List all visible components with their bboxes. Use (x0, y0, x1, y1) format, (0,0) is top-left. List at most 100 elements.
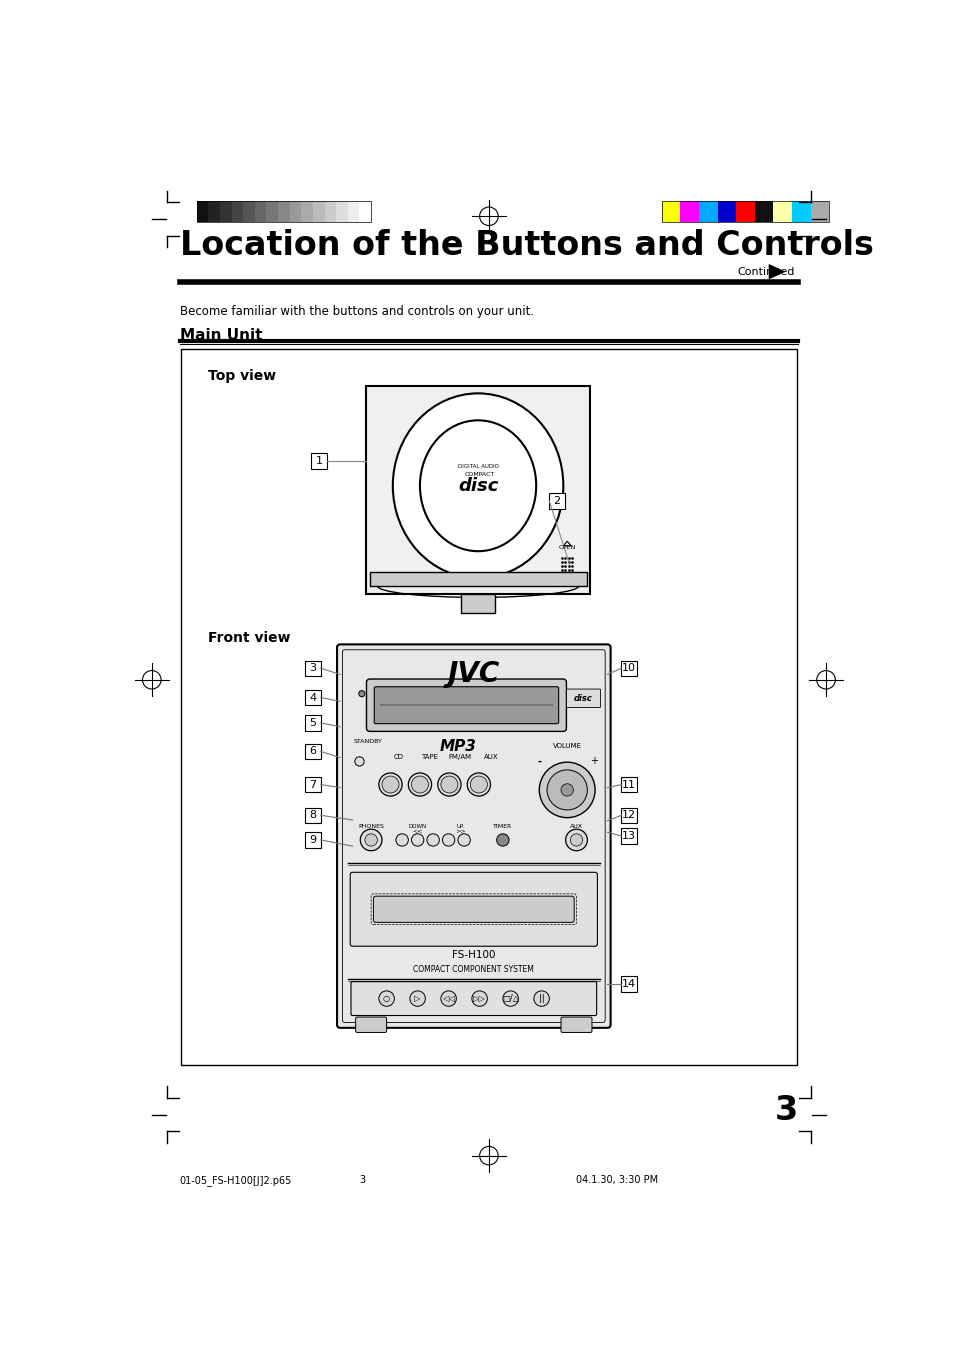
Circle shape (565, 829, 587, 851)
Text: Front view: Front view (208, 630, 291, 644)
Text: STANDBY: STANDBY (354, 739, 382, 744)
Circle shape (497, 833, 509, 846)
Bar (620, 977, 637, 992)
Bar (359, 200, 371, 222)
Text: 4: 4 (309, 693, 316, 702)
Text: ▷▷: ▷▷ (473, 994, 486, 1003)
Bar (266, 200, 278, 222)
Text: Top view: Top view (208, 369, 276, 383)
Circle shape (395, 833, 408, 846)
Circle shape (378, 990, 394, 1007)
Text: Become familiar with the buttons and controls on your unit.: Become familiar with the buttons and con… (179, 304, 534, 318)
Text: Continued: Continued (737, 267, 794, 277)
Circle shape (534, 990, 549, 1007)
Text: ○: ○ (382, 994, 390, 1003)
Text: 14: 14 (621, 980, 636, 989)
Text: 12: 12 (621, 810, 636, 820)
Bar (791, 200, 810, 222)
Text: TIMER: TIMER (493, 824, 512, 828)
Polygon shape (768, 264, 785, 280)
Bar (717, 200, 736, 222)
Text: MP3: MP3 (439, 739, 476, 754)
Text: 04.1.30, 3:30 PM: 04.1.30, 3:30 PM (576, 1174, 658, 1185)
Bar (196, 200, 208, 222)
Text: 7: 7 (309, 779, 316, 790)
Bar (661, 200, 679, 222)
Text: AUX: AUX (483, 754, 498, 760)
Bar (679, 200, 699, 222)
Bar (305, 808, 320, 823)
Bar (305, 777, 320, 793)
Bar (232, 200, 243, 222)
Bar (301, 200, 313, 222)
Text: 6: 6 (309, 747, 316, 756)
Circle shape (546, 770, 587, 810)
Text: 11: 11 (621, 779, 636, 790)
Text: COMPACT: COMPACT (464, 471, 495, 476)
Bar (196, 200, 371, 222)
Text: 3: 3 (359, 1174, 365, 1185)
Bar (220, 200, 232, 222)
Text: DIGITAL AUDIO: DIGITAL AUDIO (457, 464, 498, 469)
Bar (305, 660, 320, 676)
Text: 9: 9 (309, 835, 316, 846)
Circle shape (411, 833, 423, 846)
Circle shape (427, 833, 439, 846)
Bar (290, 200, 301, 222)
Circle shape (355, 756, 364, 766)
Text: COMPACT COMPONENT SYSTEM: COMPACT COMPONENT SYSTEM (413, 965, 534, 974)
Text: ||: || (538, 994, 544, 1003)
Bar (305, 744, 320, 759)
Circle shape (408, 773, 431, 796)
Bar (335, 200, 348, 222)
Bar (254, 200, 266, 222)
Text: disc: disc (457, 476, 497, 494)
Text: CD: CD (393, 754, 403, 760)
Text: 01-05_FS-H100[J]2.p65: 01-05_FS-H100[J]2.p65 (179, 1174, 292, 1185)
Text: TAPE: TAPE (420, 754, 437, 760)
Bar (305, 690, 320, 705)
Bar (549, 494, 564, 509)
Circle shape (502, 990, 517, 1007)
Text: 10: 10 (621, 663, 636, 674)
Circle shape (440, 777, 457, 793)
FancyBboxPatch shape (355, 1017, 386, 1032)
Bar (773, 200, 791, 222)
Bar (305, 832, 320, 848)
Circle shape (360, 829, 381, 851)
Circle shape (381, 777, 398, 793)
Bar (620, 777, 637, 793)
Circle shape (440, 990, 456, 1007)
FancyBboxPatch shape (366, 679, 566, 732)
Circle shape (442, 833, 455, 846)
Circle shape (358, 690, 365, 697)
Bar (754, 200, 773, 222)
Text: JVC: JVC (447, 660, 499, 689)
Text: ◁◁: ◁◁ (441, 994, 455, 1003)
Bar (243, 200, 254, 222)
Text: Location of the Buttons and Controls: Location of the Buttons and Controls (179, 230, 873, 262)
Ellipse shape (419, 421, 536, 551)
Circle shape (437, 773, 460, 796)
FancyBboxPatch shape (374, 687, 558, 724)
Circle shape (467, 773, 490, 796)
FancyBboxPatch shape (566, 689, 599, 708)
Text: <<: << (412, 828, 422, 833)
FancyBboxPatch shape (336, 644, 610, 1028)
Circle shape (410, 990, 425, 1007)
Bar (369, 572, 586, 586)
Circle shape (470, 777, 487, 793)
Text: 1: 1 (315, 456, 322, 467)
Bar (305, 716, 320, 731)
Circle shape (378, 773, 402, 796)
Text: 13: 13 (621, 831, 636, 842)
Text: ▷: ▷ (414, 994, 420, 1003)
FancyBboxPatch shape (350, 873, 597, 946)
Circle shape (472, 990, 487, 1007)
Text: DOWN: DOWN (408, 824, 426, 828)
Circle shape (570, 833, 582, 846)
Text: +: + (589, 756, 597, 766)
Text: UP: UP (456, 824, 463, 828)
Bar (620, 828, 637, 844)
Circle shape (411, 777, 428, 793)
